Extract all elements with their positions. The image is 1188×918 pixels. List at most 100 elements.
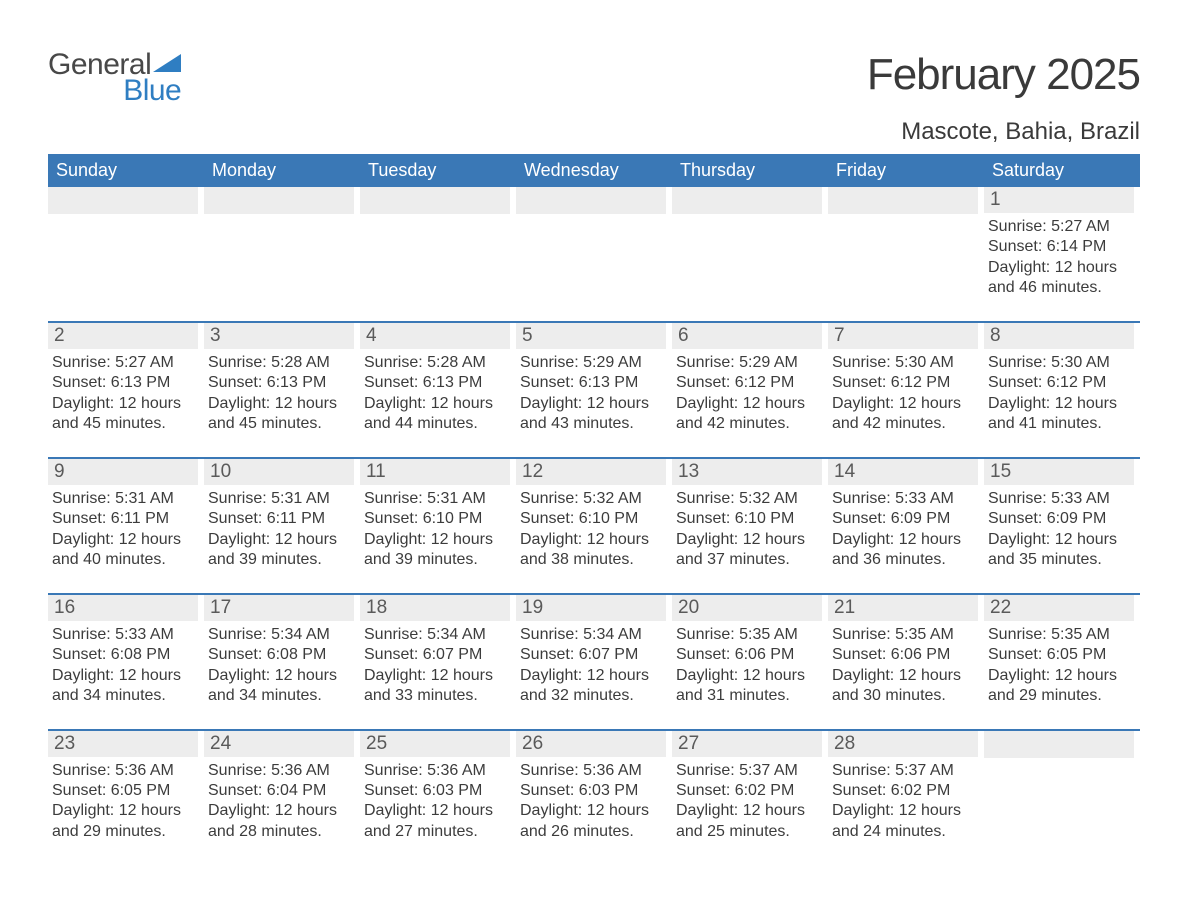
sunset-line: Sunset: 6:11 PM bbox=[208, 509, 354, 529]
day-cell: 14Sunrise: 5:33 AMSunset: 6:09 PMDayligh… bbox=[828, 459, 984, 571]
day-details: Sunrise: 5:33 AMSunset: 6:08 PMDaylight:… bbox=[48, 625, 198, 707]
sunset-value: 6:12 PM bbox=[891, 374, 951, 391]
day-number: 27 bbox=[672, 731, 822, 757]
daylight-label: Daylight: bbox=[988, 667, 1055, 684]
day-number: 8 bbox=[984, 323, 1134, 349]
sunset-value: 6:12 PM bbox=[1047, 374, 1107, 391]
day-number: 26 bbox=[516, 731, 666, 757]
sunrise-line: Sunrise: 5:32 AM bbox=[676, 489, 822, 509]
sunset-label: Sunset: bbox=[832, 782, 891, 799]
sunrise-label: Sunrise: bbox=[208, 762, 271, 779]
sunrise-label: Sunrise: bbox=[676, 626, 739, 643]
day-details: Sunrise: 5:36 AMSunset: 6:03 PMDaylight:… bbox=[360, 761, 510, 843]
sunset-line: Sunset: 6:03 PM bbox=[520, 781, 666, 801]
sunrise-line: Sunrise: 5:36 AM bbox=[52, 761, 198, 781]
sunset-value: 6:05 PM bbox=[111, 782, 171, 799]
day-number bbox=[672, 187, 822, 214]
daylight-label: Daylight: bbox=[364, 802, 431, 819]
sunrise-label: Sunrise: bbox=[208, 354, 271, 371]
sunset-line: Sunset: 6:09 PM bbox=[832, 509, 978, 529]
dow-header-row: SundayMondayTuesdayWednesdayThursdayFrid… bbox=[48, 154, 1140, 187]
sunset-label: Sunset: bbox=[52, 510, 111, 527]
sunrise-label: Sunrise: bbox=[52, 626, 115, 643]
day-details: Sunrise: 5:31 AMSunset: 6:10 PMDaylight:… bbox=[360, 489, 510, 571]
daylight-line: Daylight: 12 hours and 30 minutes. bbox=[832, 666, 978, 707]
daylight-label: Daylight: bbox=[520, 667, 587, 684]
dow-cell: Thursday bbox=[672, 154, 828, 187]
sunset-label: Sunset: bbox=[988, 374, 1047, 391]
sunrise-line: Sunrise: 5:29 AM bbox=[676, 353, 822, 373]
sunrise-label: Sunrise: bbox=[52, 762, 115, 779]
week-row: 1Sunrise: 5:27 AMSunset: 6:14 PMDaylight… bbox=[48, 187, 1140, 321]
sunrise-line: Sunrise: 5:29 AM bbox=[520, 353, 666, 373]
sunset-line: Sunset: 6:10 PM bbox=[520, 509, 666, 529]
daylight-label: Daylight: bbox=[208, 395, 275, 412]
sunrise-value: 5:34 AM bbox=[271, 626, 330, 643]
dow-cell: Sunday bbox=[48, 154, 204, 187]
day-details: Sunrise: 5:29 AMSunset: 6:13 PMDaylight:… bbox=[516, 353, 666, 435]
sunrise-value: 5:34 AM bbox=[427, 626, 486, 643]
day-details: Sunrise: 5:34 AMSunset: 6:07 PMDaylight:… bbox=[360, 625, 510, 707]
sunset-label: Sunset: bbox=[676, 782, 735, 799]
sunset-line: Sunset: 6:02 PM bbox=[676, 781, 822, 801]
daylight-line: Daylight: 12 hours and 34 minutes. bbox=[52, 666, 198, 707]
sunrise-label: Sunrise: bbox=[832, 354, 895, 371]
sunrise-value: 5:30 AM bbox=[895, 354, 954, 371]
sunset-value: 6:02 PM bbox=[735, 782, 795, 799]
day-cell: 26Sunrise: 5:36 AMSunset: 6:03 PMDayligh… bbox=[516, 731, 672, 843]
sunset-line: Sunset: 6:02 PM bbox=[832, 781, 978, 801]
daylight-line: Daylight: 12 hours and 24 minutes. bbox=[832, 801, 978, 842]
sunset-value: 6:02 PM bbox=[891, 782, 951, 799]
day-number: 17 bbox=[204, 595, 354, 621]
sunrise-label: Sunrise: bbox=[520, 626, 583, 643]
sunrise-value: 5:28 AM bbox=[271, 354, 330, 371]
sunset-value: 6:13 PM bbox=[423, 374, 483, 391]
sunset-label: Sunset: bbox=[988, 646, 1047, 663]
sunrise-label: Sunrise: bbox=[988, 354, 1051, 371]
sunrise-value: 5:31 AM bbox=[271, 490, 330, 507]
sunrise-label: Sunrise: bbox=[520, 490, 583, 507]
sunset-line: Sunset: 6:12 PM bbox=[832, 373, 978, 393]
sunrise-value: 5:27 AM bbox=[115, 354, 174, 371]
sunset-value: 6:07 PM bbox=[579, 646, 639, 663]
day-cell: 4Sunrise: 5:28 AMSunset: 6:13 PMDaylight… bbox=[360, 323, 516, 435]
day-number bbox=[204, 187, 354, 214]
sunrise-label: Sunrise: bbox=[520, 762, 583, 779]
sunset-value: 6:08 PM bbox=[111, 646, 171, 663]
sunset-label: Sunset: bbox=[676, 510, 735, 527]
day-details: Sunrise: 5:28 AMSunset: 6:13 PMDaylight:… bbox=[204, 353, 354, 435]
day-cell: 3Sunrise: 5:28 AMSunset: 6:13 PMDaylight… bbox=[204, 323, 360, 435]
daylight-label: Daylight: bbox=[676, 395, 743, 412]
sunrise-label: Sunrise: bbox=[52, 354, 115, 371]
sunrise-line: Sunrise: 5:28 AM bbox=[208, 353, 354, 373]
day-cell: 9Sunrise: 5:31 AMSunset: 6:11 PMDaylight… bbox=[48, 459, 204, 571]
day-details: Sunrise: 5:35 AMSunset: 6:06 PMDaylight:… bbox=[672, 625, 822, 707]
day-cell: 8Sunrise: 5:30 AMSunset: 6:12 PMDaylight… bbox=[984, 323, 1140, 435]
sunset-line: Sunset: 6:11 PM bbox=[52, 509, 198, 529]
daylight-label: Daylight: bbox=[676, 802, 743, 819]
day-details: Sunrise: 5:37 AMSunset: 6:02 PMDaylight:… bbox=[672, 761, 822, 843]
day-number: 2 bbox=[48, 323, 198, 349]
day-details: Sunrise: 5:35 AMSunset: 6:05 PMDaylight:… bbox=[984, 625, 1134, 707]
sunset-label: Sunset: bbox=[52, 646, 111, 663]
sunrise-line: Sunrise: 5:35 AM bbox=[832, 625, 978, 645]
day-cell: 18Sunrise: 5:34 AMSunset: 6:07 PMDayligh… bbox=[360, 595, 516, 707]
sunrise-line: Sunrise: 5:35 AM bbox=[988, 625, 1134, 645]
sunset-value: 6:09 PM bbox=[1047, 510, 1107, 527]
sunrise-label: Sunrise: bbox=[988, 626, 1051, 643]
sunset-line: Sunset: 6:07 PM bbox=[364, 645, 510, 665]
day-details: Sunrise: 5:33 AMSunset: 6:09 PMDaylight:… bbox=[984, 489, 1134, 571]
sunrise-line: Sunrise: 5:32 AM bbox=[520, 489, 666, 509]
week-row: 16Sunrise: 5:33 AMSunset: 6:08 PMDayligh… bbox=[48, 593, 1140, 729]
sunset-label: Sunset: bbox=[52, 782, 111, 799]
daylight-line: Daylight: 12 hours and 36 minutes. bbox=[832, 530, 978, 571]
day-cell bbox=[672, 187, 828, 299]
day-number: 24 bbox=[204, 731, 354, 757]
day-cell: 21Sunrise: 5:35 AMSunset: 6:06 PMDayligh… bbox=[828, 595, 984, 707]
page-title: February 2025 bbox=[867, 50, 1140, 100]
day-details: Sunrise: 5:36 AMSunset: 6:05 PMDaylight:… bbox=[48, 761, 198, 843]
day-details: Sunrise: 5:34 AMSunset: 6:08 PMDaylight:… bbox=[204, 625, 354, 707]
day-number: 9 bbox=[48, 459, 198, 485]
sunrise-label: Sunrise: bbox=[364, 626, 427, 643]
sunset-value: 6:12 PM bbox=[735, 374, 795, 391]
